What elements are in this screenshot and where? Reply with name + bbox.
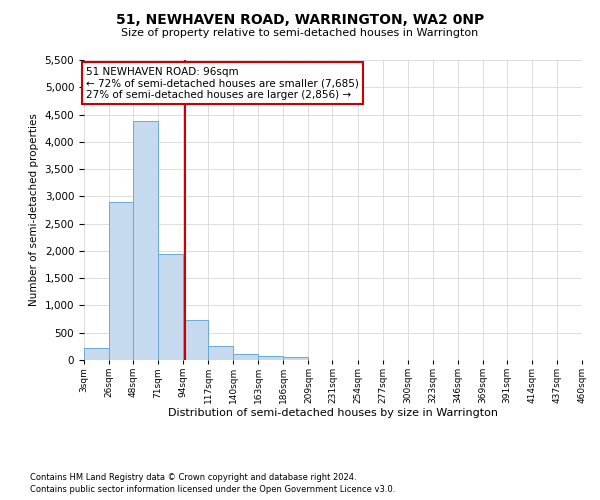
Bar [158,254,183,360]
Bar [233,354,259,360]
Text: Contains public sector information licensed under the Open Government Licence v3: Contains public sector information licen… [30,485,395,494]
Y-axis label: Number of semi-detached properties: Number of semi-detached properties [29,114,39,306]
Text: Size of property relative to semi-detached houses in Warrington: Size of property relative to semi-detach… [121,28,479,38]
Bar [109,202,133,360]
Bar [84,348,109,360]
Bar [208,346,233,360]
Bar [183,320,208,360]
Bar [259,356,283,360]
Text: Distribution of semi-detached houses by size in Warrington: Distribution of semi-detached houses by … [168,408,498,418]
Text: Contains HM Land Registry data © Crown copyright and database right 2024.: Contains HM Land Registry data © Crown c… [30,472,356,482]
Text: 51, NEWHAVEN ROAD, WARRINGTON, WA2 0NP: 51, NEWHAVEN ROAD, WARRINGTON, WA2 0NP [116,12,484,26]
Bar [283,358,308,360]
Text: 51 NEWHAVEN ROAD: 96sqm
← 72% of semi-detached houses are smaller (7,685)
27% of: 51 NEWHAVEN ROAD: 96sqm ← 72% of semi-de… [86,66,359,100]
Bar [133,121,158,360]
